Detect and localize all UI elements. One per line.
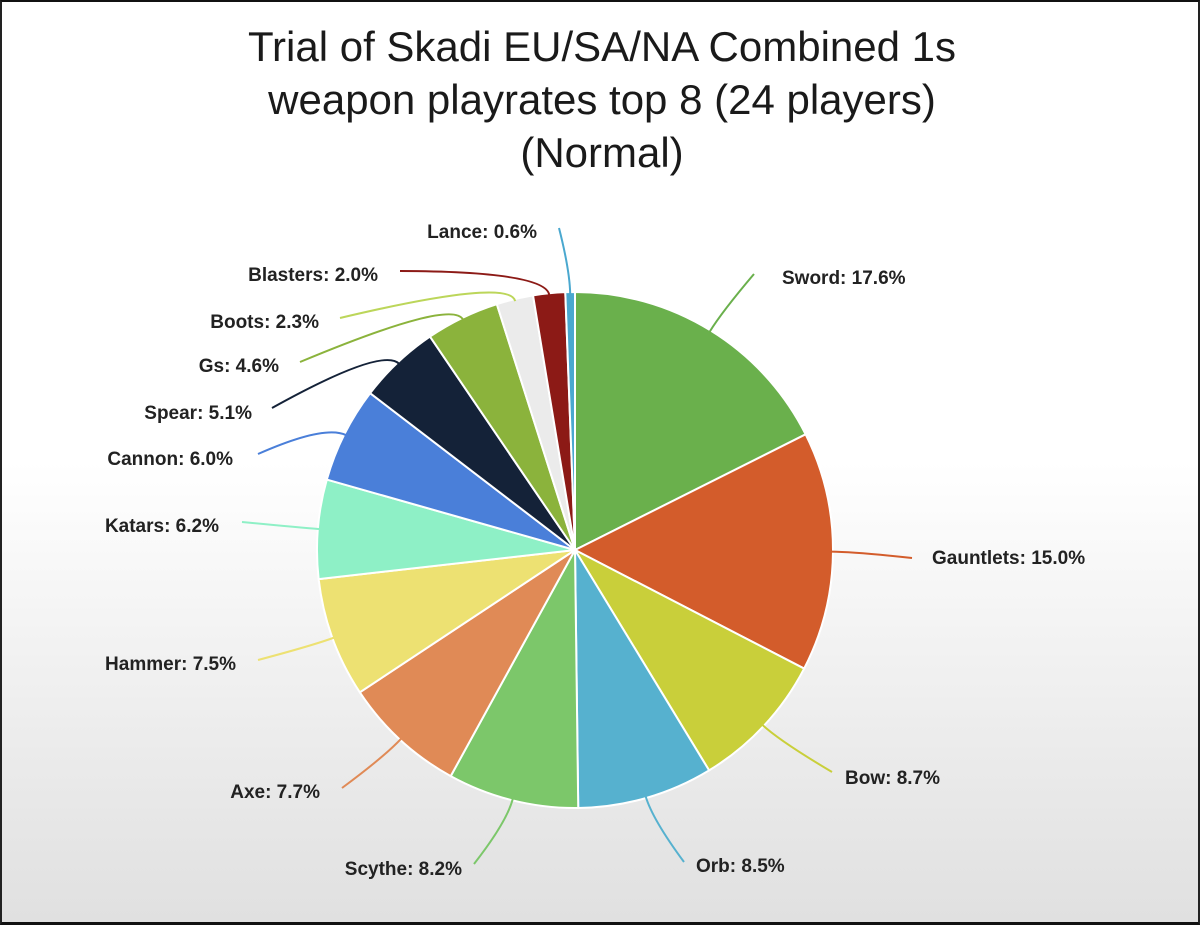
slice-label: Gs: 4.6% <box>199 356 279 377</box>
slice-labels: Sword: 17.6% Gauntlets: 15.0% Bow: 8.7% Orb… <box>105 222 1085 880</box>
pie-slices <box>316 290 834 809</box>
slice-label: Spear: 5.1% <box>144 403 252 424</box>
title-line-3: (Normal) <box>520 129 684 176</box>
leader-line <box>299 313 464 363</box>
leader-line <box>644 795 685 863</box>
slice-label: Bow: 8.7% <box>845 768 940 789</box>
leader-line <box>257 431 347 455</box>
chart-title: Trial of Skadi EU/SA/NA Combined 1s weap… <box>2 20 1198 179</box>
leader-line <box>558 227 572 295</box>
leader-line <box>341 737 403 789</box>
slice-label: Axe: 7.7% <box>230 782 320 803</box>
slice-label: Cannon: 6.0% <box>107 449 233 470</box>
leader-line <box>708 273 755 333</box>
leader-line <box>257 636 335 661</box>
slice-label: Scythe: 8.2% <box>345 859 462 880</box>
leader-line <box>399 270 551 296</box>
slice-label: Boots: 2.3% <box>210 312 319 333</box>
slice-label: Hammer: 7.5% <box>105 654 236 675</box>
title-line-1: Trial of Skadi EU/SA/NA Combined 1s <box>247 23 957 70</box>
slice-label: Katars: 6.2% <box>105 516 219 537</box>
leader-lines <box>241 227 913 865</box>
leader-line <box>761 723 833 773</box>
leader-line <box>339 291 517 319</box>
slice-label: Blasters: 2.0% <box>248 265 378 286</box>
leader-line <box>830 550 913 559</box>
leader-line <box>271 359 400 409</box>
leader-line <box>241 521 320 531</box>
leader-line <box>473 798 514 865</box>
slice-label: Sword: 17.6% <box>782 268 906 289</box>
slice-label: Orb: 8.5% <box>696 856 785 877</box>
title-line-2: weapon playrates top 8 (24 players) <box>268 76 936 123</box>
slice-label: Lance: 0.6% <box>427 222 537 243</box>
slice-label: Gauntlets: 15.0% <box>932 548 1085 569</box>
